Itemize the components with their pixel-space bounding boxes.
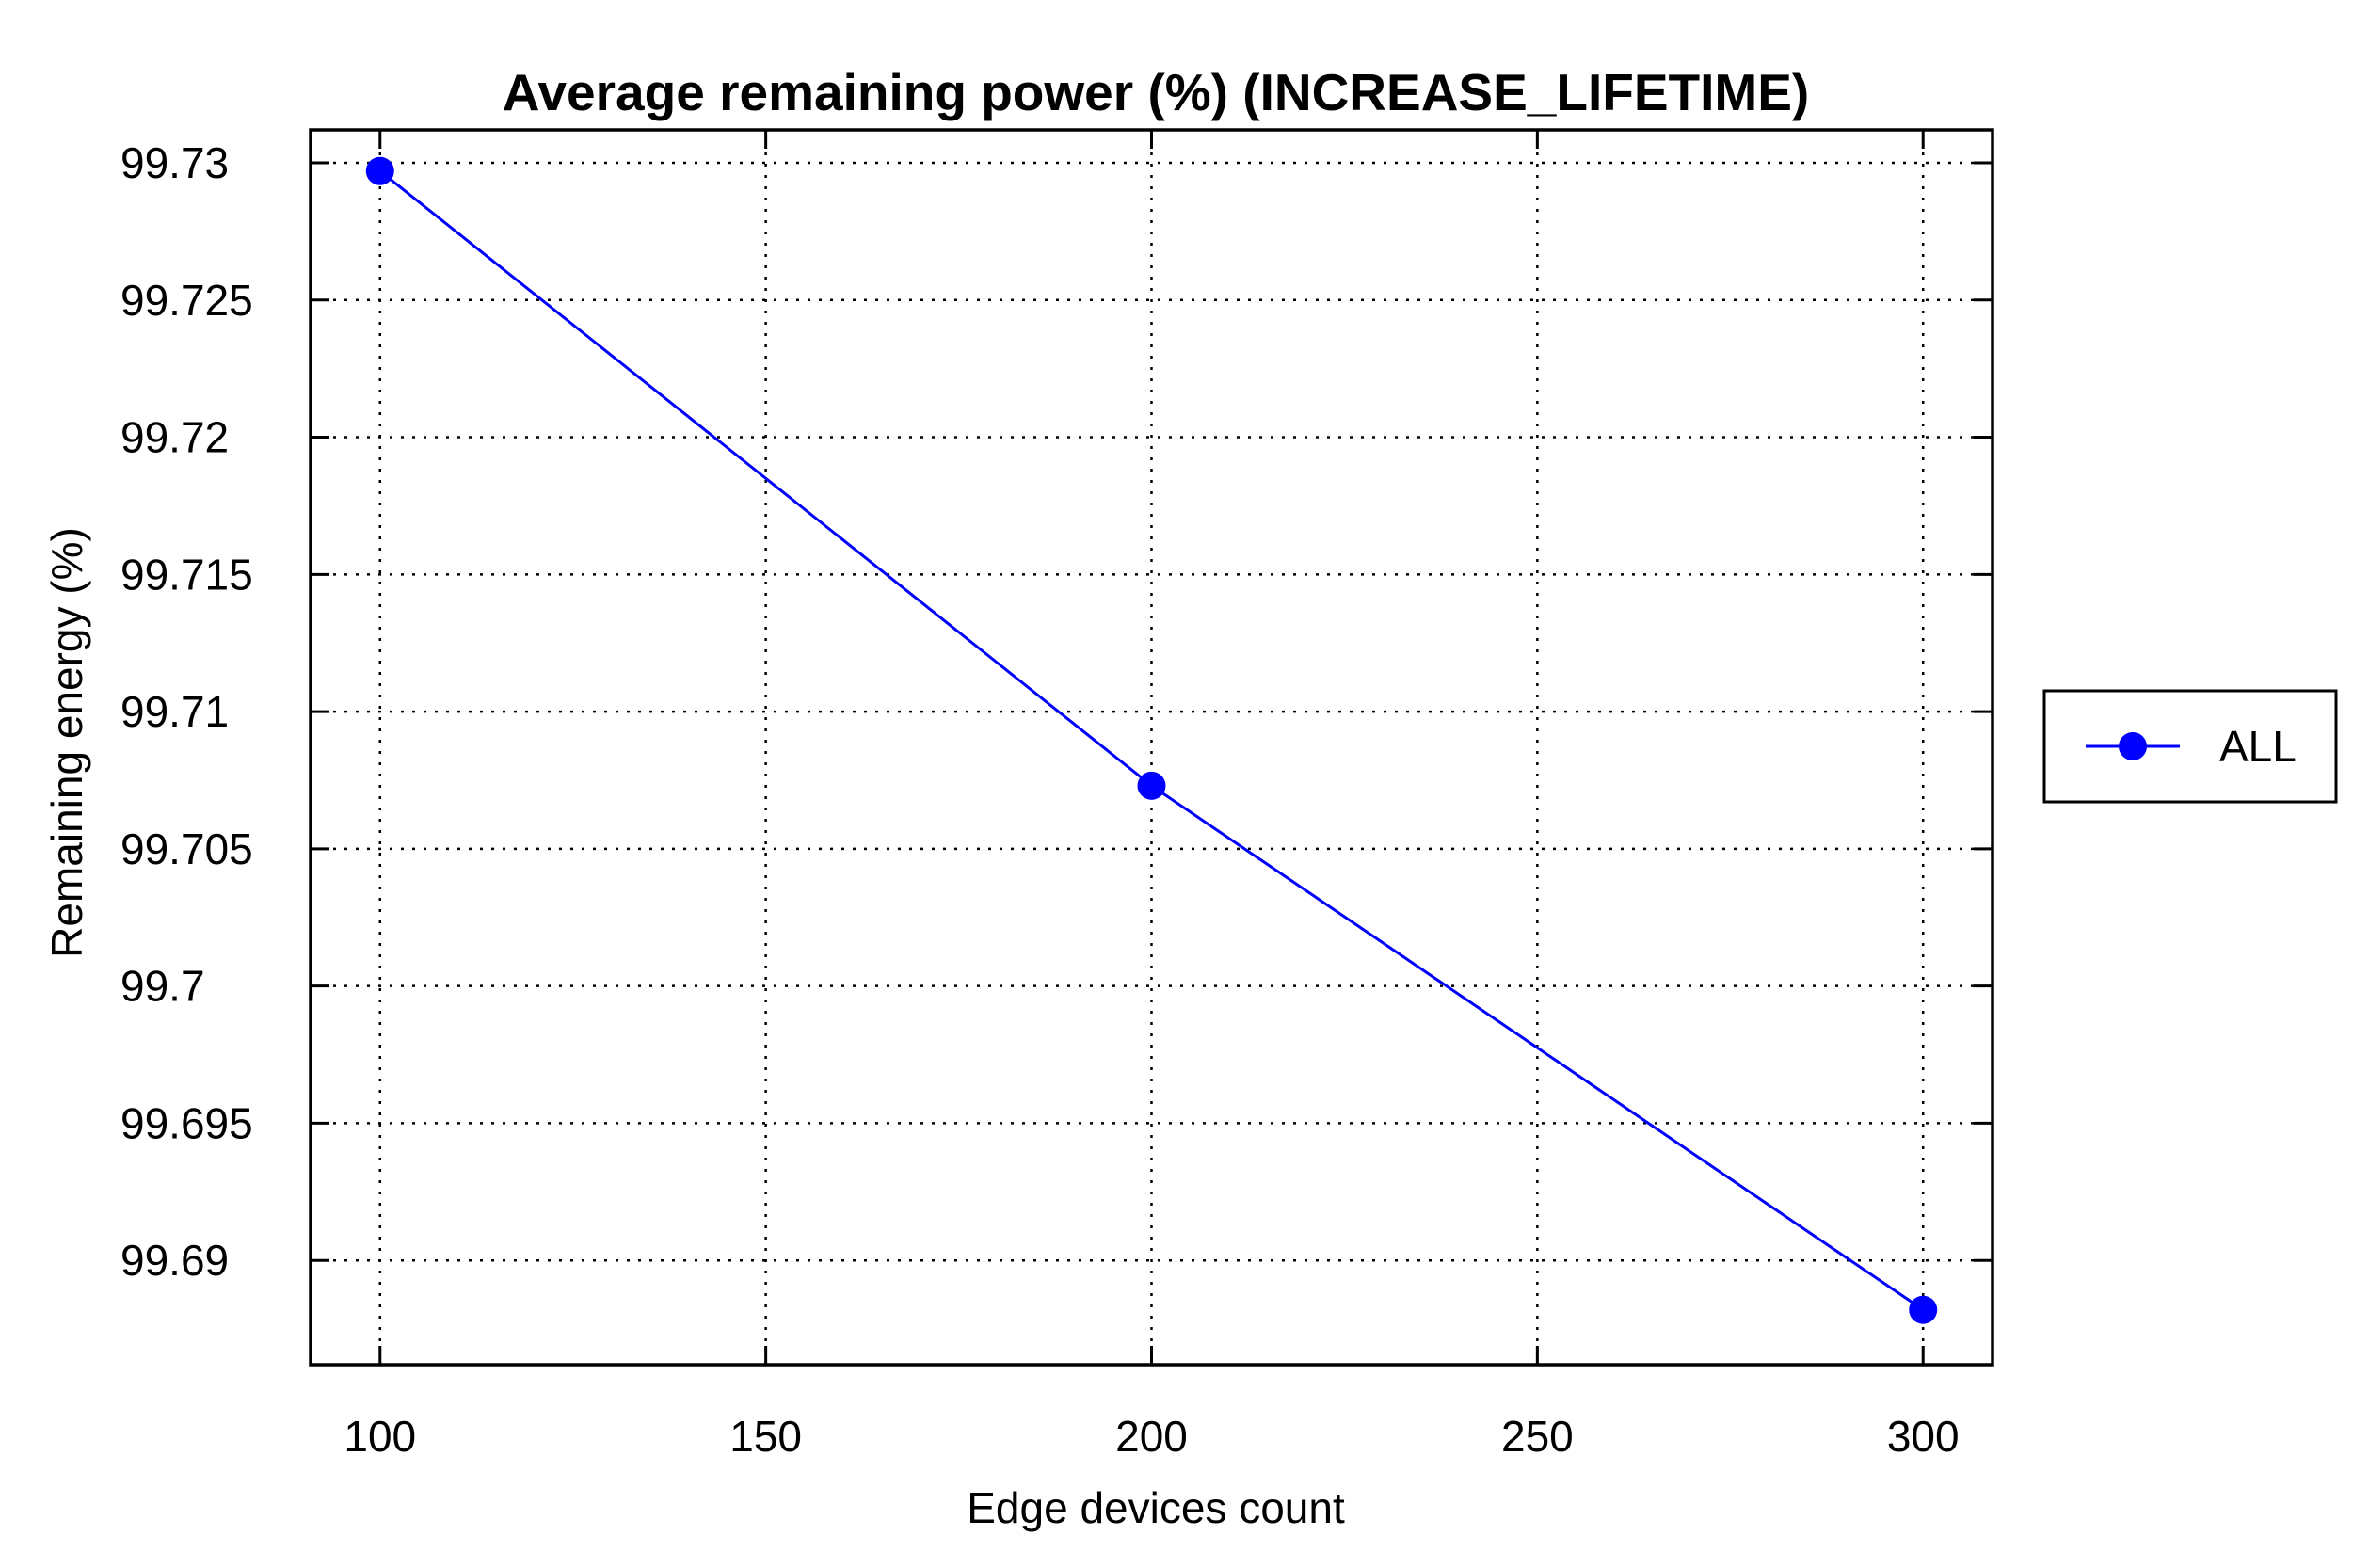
y-tick-label: 99.695 [120, 1098, 253, 1147]
x-tick-label: 100 [344, 1412, 416, 1461]
legend: ALL [2042, 689, 2338, 804]
chart-title: Average remaining power (%) (INCREASE_LI… [503, 63, 1809, 121]
y-tick-label: 99.69 [120, 1236, 229, 1285]
legend-label: ALL [2219, 722, 2297, 771]
x-axis: 100 150 200 250 300 [344, 130, 1960, 1461]
series-layer [365, 156, 1938, 1324]
y-tick-label: 99.7 [120, 962, 205, 1011]
y-axis-label: Remaining energy (%) [42, 527, 91, 958]
x-axis-label: Edge devices count [967, 1483, 1345, 1532]
y-tick-label: 99.71 [120, 687, 229, 736]
legend-marker [2119, 732, 2147, 760]
data-point [1137, 771, 1166, 800]
y-axis: 99.69 99.695 99.7 99.705 99.71 99.715 99.72 99.… [120, 138, 1993, 1285]
x-tick-label: 300 [1887, 1412, 1960, 1461]
data-point [365, 156, 394, 185]
data-point [1909, 1295, 1938, 1324]
x-tick-label: 200 [1115, 1412, 1188, 1461]
y-tick-label: 99.705 [120, 824, 253, 873]
y-tick-label: 99.715 [120, 550, 253, 599]
x-tick-label: 250 [1501, 1412, 1574, 1461]
y-tick-label: 99.72 [120, 413, 229, 462]
y-tick-label: 99.725 [120, 276, 253, 325]
x-tick-label: 150 [729, 1412, 802, 1461]
y-tick-label: 99.73 [120, 138, 229, 187]
grid [311, 130, 1993, 1365]
